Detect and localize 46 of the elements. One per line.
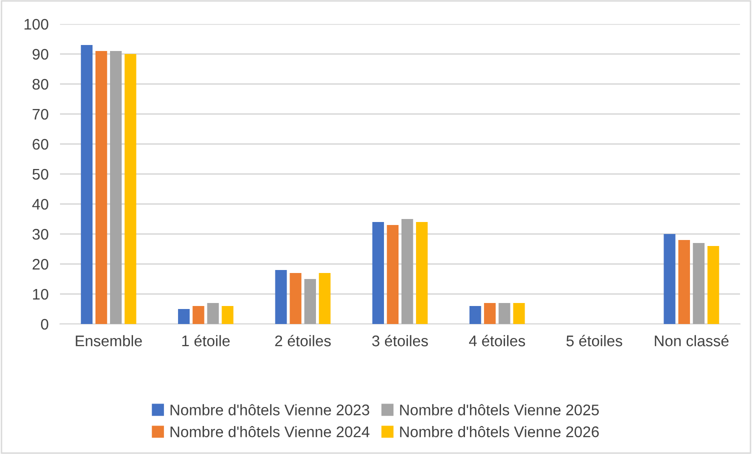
bar [124,54,136,324]
y-tick-label: 50 [32,168,48,180]
bar [469,306,482,324]
x-tick-label: 3 étoiles [372,334,428,346]
legend-label: Nombre d'hôtels Vienne 2023 [170,404,370,416]
y-tick-label: 80 [32,78,48,90]
y-tick-label: 40 [32,198,48,210]
x-tick-label: Non classé [654,334,729,346]
x-tick-label: 4 étoiles [469,334,526,346]
bar [275,270,287,324]
bar [207,303,219,324]
y-tick-label: 0 [40,318,48,330]
x-tick-label: 2 étoiles [275,334,331,346]
bar [484,303,496,324]
bar [178,309,190,324]
bar [290,273,302,324]
bar [678,240,690,324]
legend-label: Nombre d'hôtels Vienne 2025 [400,404,599,416]
bar [498,303,510,324]
bar [664,234,676,324]
bar [372,222,384,324]
y-tick-label: 30 [32,228,48,240]
bar [416,222,428,324]
bar [304,279,316,324]
x-tick-label: 1 étoile [182,334,230,346]
bar [707,246,720,324]
bar [95,51,108,324]
bar [513,303,525,324]
bar [80,45,93,324]
bar [318,273,331,324]
bar [692,243,705,324]
y-tick-label: 20 [32,258,48,270]
bar [386,225,399,324]
y-tick-label: 60 [32,138,48,150]
y-tick-label: 10 [33,288,48,300]
y-tick-label: 100 [24,18,48,30]
legend-label: Nombre d'hôtels Vienne 2026 [400,426,599,438]
legend-label: Nombre d'hôtels Vienne 2024 [170,426,370,438]
bar [401,219,414,324]
x-tick-label: Ensemble [76,335,142,346]
y-tick-label: 90 [32,48,48,60]
y-tick-label: 70 [32,108,48,120]
bar [222,306,234,324]
bar [192,306,204,324]
x-tick-label: 5 étoiles [566,334,622,346]
bar [110,51,122,324]
